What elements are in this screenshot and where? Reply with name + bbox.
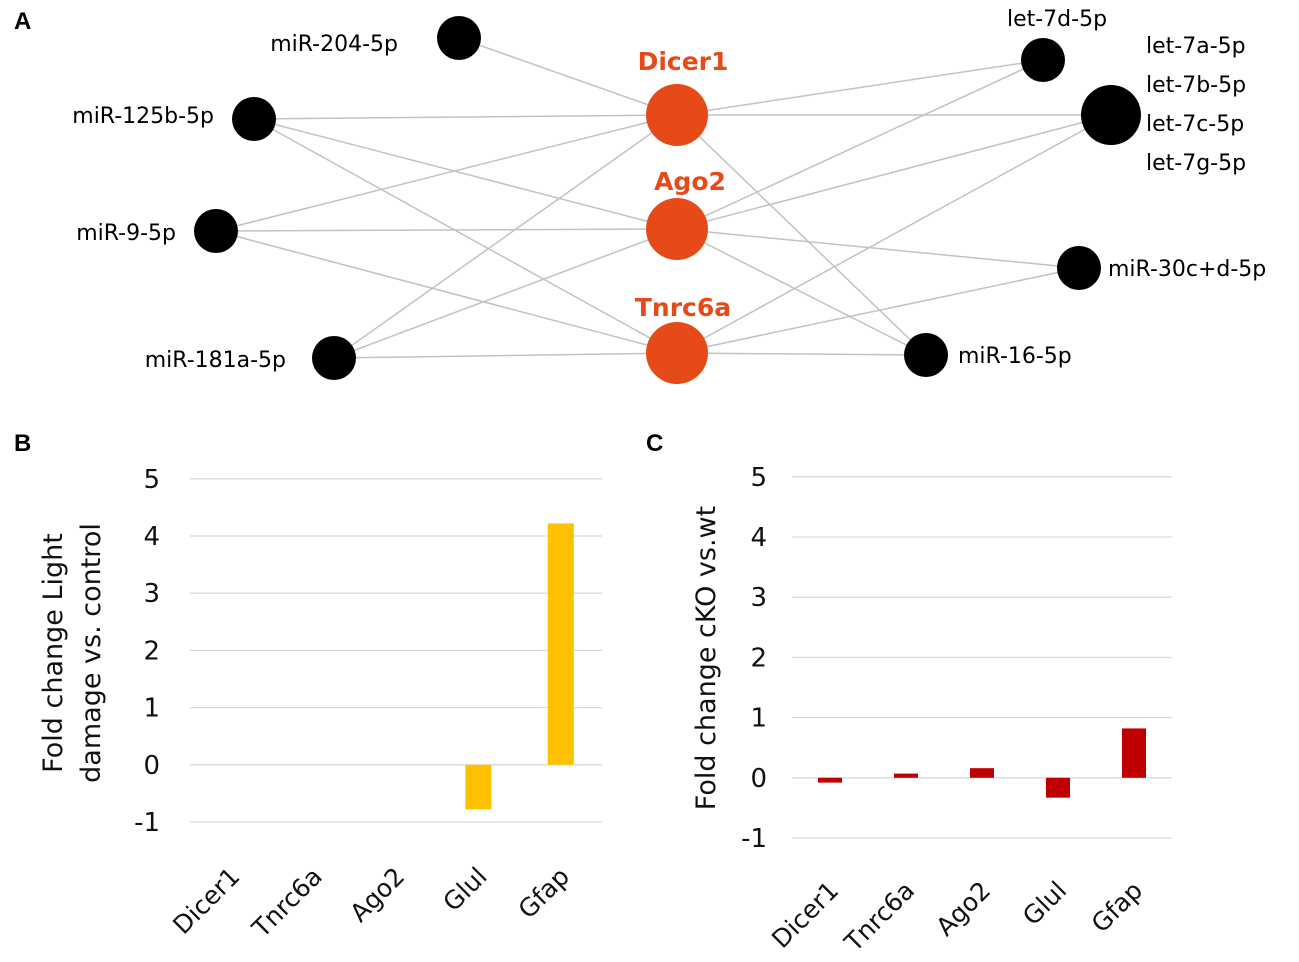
edge-mir125b-ago2	[253, 118, 678, 230]
edge-tnrc6a-let7abcg	[676, 114, 1112, 354]
bar-tnrc6a	[894, 773, 918, 778]
edge-ago2-mir30cd	[676, 228, 1080, 269]
y-tick-label: 2	[750, 643, 767, 673]
edge-mir181a-dicer1	[333, 114, 678, 359]
y-tick-label: -1	[134, 808, 160, 838]
y-tick-label: 2	[143, 636, 160, 666]
x-category-label: Dicer1	[167, 862, 245, 940]
bar-gfap	[547, 523, 574, 765]
node-label-mir125b: miR-125b-5p	[72, 104, 214, 129]
edge-ago2-let7abcg	[676, 114, 1112, 230]
network-edges	[215, 37, 1112, 359]
y-tick-label: 3	[750, 583, 767, 613]
node-mir9	[194, 209, 238, 253]
edge-mir9-tnrc6a	[215, 230, 678, 354]
panel-letter-a: A	[14, 8, 31, 35]
edge-mir181a-tnrc6a	[333, 352, 678, 359]
hub-label-ago2: Ago2	[654, 167, 726, 196]
bar-glul	[465, 764, 492, 810]
hub-dicer1	[646, 84, 708, 146]
x-category-label: Glul	[1017, 876, 1072, 931]
node-let7abcg	[1081, 85, 1141, 145]
y-tick-label: 4	[143, 522, 160, 552]
node-label-let7abcg: let-7a-5p	[1146, 34, 1246, 59]
node-label-let7abcg: let-7g-5p	[1146, 151, 1246, 176]
edge-dicer1-mir16	[676, 114, 927, 356]
node-label-mir181a: miR-181a-5p	[145, 348, 286, 373]
node-label-mir16: miR-16-5p	[958, 344, 1072, 369]
x-category-label: Ago2	[344, 862, 410, 928]
y-tick-label: 4	[750, 523, 767, 553]
edge-ago2-mir16	[676, 228, 927, 356]
y-tick-label: 0	[750, 764, 767, 794]
edge-mir204-dicer1	[458, 37, 678, 116]
node-mir125b	[232, 97, 276, 141]
node-mir204	[437, 16, 481, 60]
y-tick-label: 3	[143, 579, 160, 609]
node-label-mir9: miR-9-5p	[76, 221, 176, 246]
bar-dicer1	[818, 777, 842, 783]
x-category-label: Ago2	[930, 876, 996, 942]
x-category-label: Glul	[437, 862, 492, 917]
bar-glul	[1046, 777, 1070, 798]
node-label-mir204: miR-204-5p	[270, 32, 398, 57]
y-tick-label: 0	[143, 751, 160, 781]
node-mir16	[904, 333, 948, 377]
node-label-let7d: let-7d-5p	[1007, 7, 1107, 32]
hub-ago2	[646, 198, 708, 260]
bar-ago2	[970, 768, 994, 778]
node-label-let7abcg: let-7c-5p	[1146, 112, 1244, 137]
x-category-label: Gfap	[1086, 876, 1148, 938]
x-category-label: Tnrc6a	[838, 876, 920, 958]
y-tick-label: 1	[750, 704, 767, 734]
chart-light-damage: -1 0 1 2 3 4 5 Dicer1 Tnrc6a Ago2 Glul Gfap Fold cha…	[38, 465, 602, 944]
y-tick-label: 5	[143, 465, 160, 495]
x-category-label: Tnrc6a	[246, 862, 328, 944]
y-tick-label: 5	[750, 463, 767, 493]
node-mir181a	[312, 336, 356, 380]
edge-mir181a-ago2	[333, 228, 678, 359]
y-axis-label: Fold change cKO vs.wt	[691, 506, 722, 810]
edge-mir9-ago2	[215, 228, 678, 232]
bar-gfap	[1122, 728, 1146, 778]
node-mir30cd	[1057, 246, 1101, 290]
node-label-let7abcg: let-7b-5p	[1146, 73, 1246, 98]
panel-letter-b: B	[14, 430, 31, 457]
edge-ago2-let7d	[676, 59, 1044, 230]
x-category-label: Gfap	[513, 862, 575, 924]
y-tick-label: -1	[741, 824, 767, 854]
hub-label-dicer1: Dicer1	[638, 47, 729, 76]
edge-tnrc6a-mir30cd	[676, 267, 1080, 354]
edge-mir125b-tnrc6a	[253, 118, 678, 354]
edge-dicer1-let7d	[676, 59, 1044, 116]
hub-label-tnrc6a: Tnrc6a	[635, 293, 731, 322]
node-label-mir30cd: miR-30c+d-5p	[1108, 257, 1266, 282]
x-category-label: Dicer1	[766, 876, 844, 954]
y-axis-label: damage vs. control	[76, 523, 107, 783]
y-axis-label: Fold change Light	[38, 533, 69, 773]
hub-tnrc6a	[646, 322, 708, 384]
network-diagram: miR-204-5p miR-125b-5p miR-9-5p miR-181a-5p…	[72, 7, 1266, 384]
edge-mir125b-dicer1	[253, 114, 678, 120]
edge-tnrc6a-mir16	[676, 352, 927, 356]
edge-mir9-dicer1	[215, 114, 678, 232]
panel-letter-c: C	[646, 430, 663, 457]
y-tick-label: 1	[143, 694, 160, 724]
node-let7d	[1021, 38, 1065, 82]
